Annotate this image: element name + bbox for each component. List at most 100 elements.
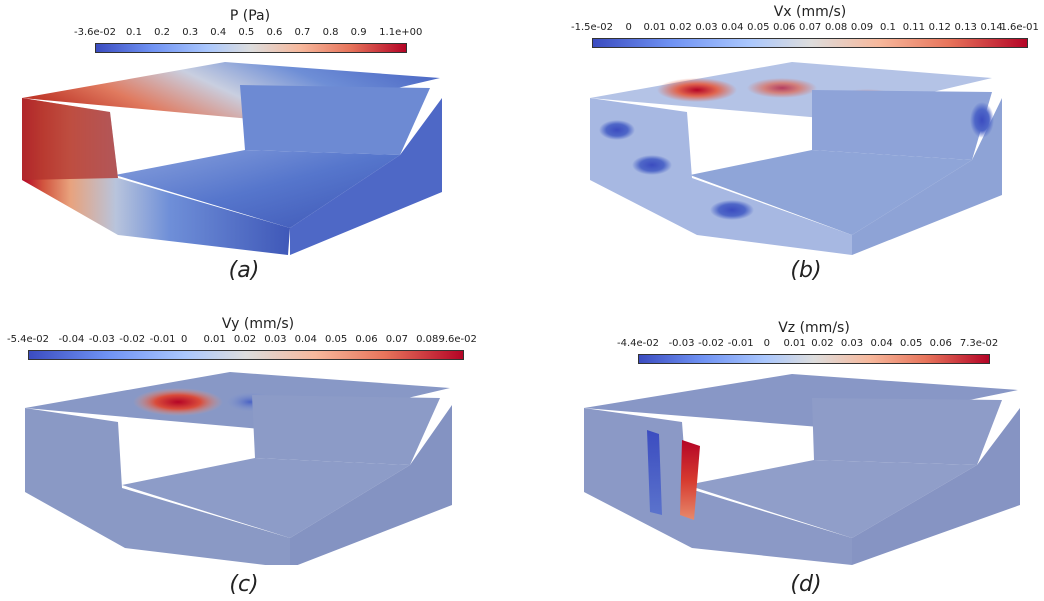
hotspot	[133, 388, 223, 416]
colorbar	[95, 43, 407, 53]
colorbar-tick: 1.1e+00	[379, 27, 423, 38]
colorbar-tick: -0.04	[58, 334, 85, 345]
colorbar-tick: 0.01	[643, 22, 666, 33]
colorbar-title: Vy (mm/s)	[221, 316, 295, 332]
colorbar-tick: 0	[181, 334, 188, 345]
vz-field-render	[584, 374, 1020, 565]
top-face	[22, 62, 440, 120]
colorbar-tick: 7.3e-02	[959, 338, 999, 349]
front-face	[25, 408, 290, 565]
colorbar-tick: 0.02	[811, 338, 834, 349]
colorbar-tick: 1.6e-01	[1000, 22, 1039, 33]
inner-wall	[252, 395, 440, 465]
colorbar-tick: 0.6	[266, 27, 283, 38]
floor-face	[115, 150, 400, 228]
colorbar-tick: -0.02	[698, 338, 725, 349]
colorbar-title: Vx (mm/s)	[773, 4, 847, 20]
colorbar-tick: 0.1	[879, 22, 896, 33]
colorbar-tick: 0.2	[154, 27, 171, 38]
colorbar-tick: 0.08	[824, 22, 848, 33]
colorbar-tick: 0.06	[773, 22, 796, 33]
colorbar-tick: -0.03	[668, 338, 695, 349]
colorbar-ticks: -5.4e-02 -0.04 -0.03 -0.02 -0.01 0 0.01 …	[7, 334, 477, 348]
hotspot	[747, 78, 817, 98]
colorbar-tick: 0.07	[799, 22, 822, 33]
colorbar-tick: 0.08	[416, 334, 439, 345]
colorbar-tick: 0.04	[294, 334, 317, 345]
colorbar-tick: 0.06	[355, 334, 378, 345]
vy-field-render	[25, 372, 452, 565]
right-face	[852, 98, 1002, 255]
colorbar-tick: 0.05	[324, 334, 348, 345]
colorbar-tick: 0.09	[850, 22, 874, 33]
colorbar-tick: -0.01	[149, 334, 176, 345]
colorbar-tick: 0	[625, 22, 632, 33]
colorbar-tick: 0.4	[210, 27, 227, 38]
colorbar-title: P (Pa)	[229, 8, 271, 24]
panel-d: Vz (mm/s) -4.4e-02 -0.03 -0.02 -0.01 0 0…	[522, 300, 1044, 600]
colorbar-tick: -5.4e-02	[7, 334, 49, 345]
right-face	[290, 98, 442, 255]
colorbar-tick: -0.02	[119, 334, 146, 345]
colorbar-tick: 0.05	[747, 22, 770, 33]
caption: (a)	[228, 258, 260, 283]
floor-face	[687, 460, 977, 538]
caption: (d)	[790, 572, 822, 597]
colorbar-tick: 0.01	[783, 338, 806, 349]
colorbar-tick: 0.03	[840, 338, 864, 349]
hotspot	[657, 78, 737, 102]
inner-wall	[812, 398, 1002, 465]
colorbar-tick: 0.3	[182, 27, 199, 38]
inner-wall	[240, 85, 430, 155]
floor-face	[122, 458, 410, 538]
colorbar-tick: -4.4e-02	[617, 338, 659, 349]
colorbar-tick: 0.14	[980, 22, 1003, 33]
colorbar-tick: 0.12	[928, 22, 951, 33]
coldspot	[710, 200, 754, 220]
colorbar-tick: 0.13	[954, 22, 977, 33]
colorbar-tick: 0.1	[126, 27, 142, 38]
panel-c: Vy (mm/s) -5.4e-02 -0.04 -0.03 -0.02 -0.…	[0, 300, 522, 600]
hotspot	[680, 440, 700, 520]
coldspot	[632, 155, 672, 175]
colorbar-tick: 0.02	[669, 22, 692, 33]
colorbar	[592, 38, 1028, 48]
caption: (c)	[229, 572, 259, 597]
colorbar-ticks: -1.5e-02 0 0.01 0.02 0.03 0.04 0.05 0.06…	[571, 22, 1039, 36]
colorbar-tick: -0.01	[727, 338, 754, 349]
colorbar-tick: 0.04	[721, 22, 744, 33]
colorbar-tick: 0.04	[870, 338, 893, 349]
colorbar-tick: 0.7	[294, 27, 311, 38]
panel-b: Vx (mm/s) -1.5e-02 0 0.01 0.02 0.03 0.04…	[522, 0, 1044, 300]
colorbar-tick: -1.5e-02	[571, 22, 613, 33]
colorbar-ticks: -4.4e-02 -0.03 -0.02 -0.01 0 0.01 0.02 0…	[617, 338, 998, 352]
colorbar-tick: 0.06	[929, 338, 952, 349]
colorbar-title: Vz (mm/s)	[778, 320, 850, 336]
vx-field-render	[590, 62, 1002, 255]
colorbar-tick: 0.9	[350, 27, 367, 38]
colorbar-tick: 0.5	[238, 27, 255, 38]
left-face-overlay	[22, 98, 118, 180]
colorbar-tick: -3.6e-02	[74, 27, 116, 38]
pressure-field-render	[22, 62, 442, 255]
front-face	[590, 98, 852, 255]
colorbar-tick: 0.07	[385, 334, 409, 345]
right-face	[852, 408, 1020, 565]
colorbar-tick: -0.03	[88, 334, 115, 345]
coldspot	[647, 430, 662, 515]
coldspot	[599, 120, 635, 140]
colorbar-tick: 0.01	[203, 334, 226, 345]
colorbar	[28, 350, 464, 360]
coldspot	[970, 102, 994, 138]
colorbar-tick: 0.8	[322, 27, 339, 38]
colorbar-ticks: -3.6e-02 0.1 0.2 0.3 0.4 0.5 0.6 0.7 0.8…	[74, 27, 422, 41]
colorbar-tick: 0.11	[902, 22, 925, 33]
caption: (b)	[790, 258, 822, 283]
colorbar-tick: 0.03	[264, 334, 287, 345]
floor-face	[690, 150, 972, 235]
inner-wall	[812, 90, 992, 160]
colorbar-tick: 0.02	[233, 334, 257, 345]
colorbar-tick: 0.03	[695, 22, 718, 33]
top-face	[584, 374, 1018, 428]
colorbar-tick: 9.6e-02	[438, 334, 477, 345]
